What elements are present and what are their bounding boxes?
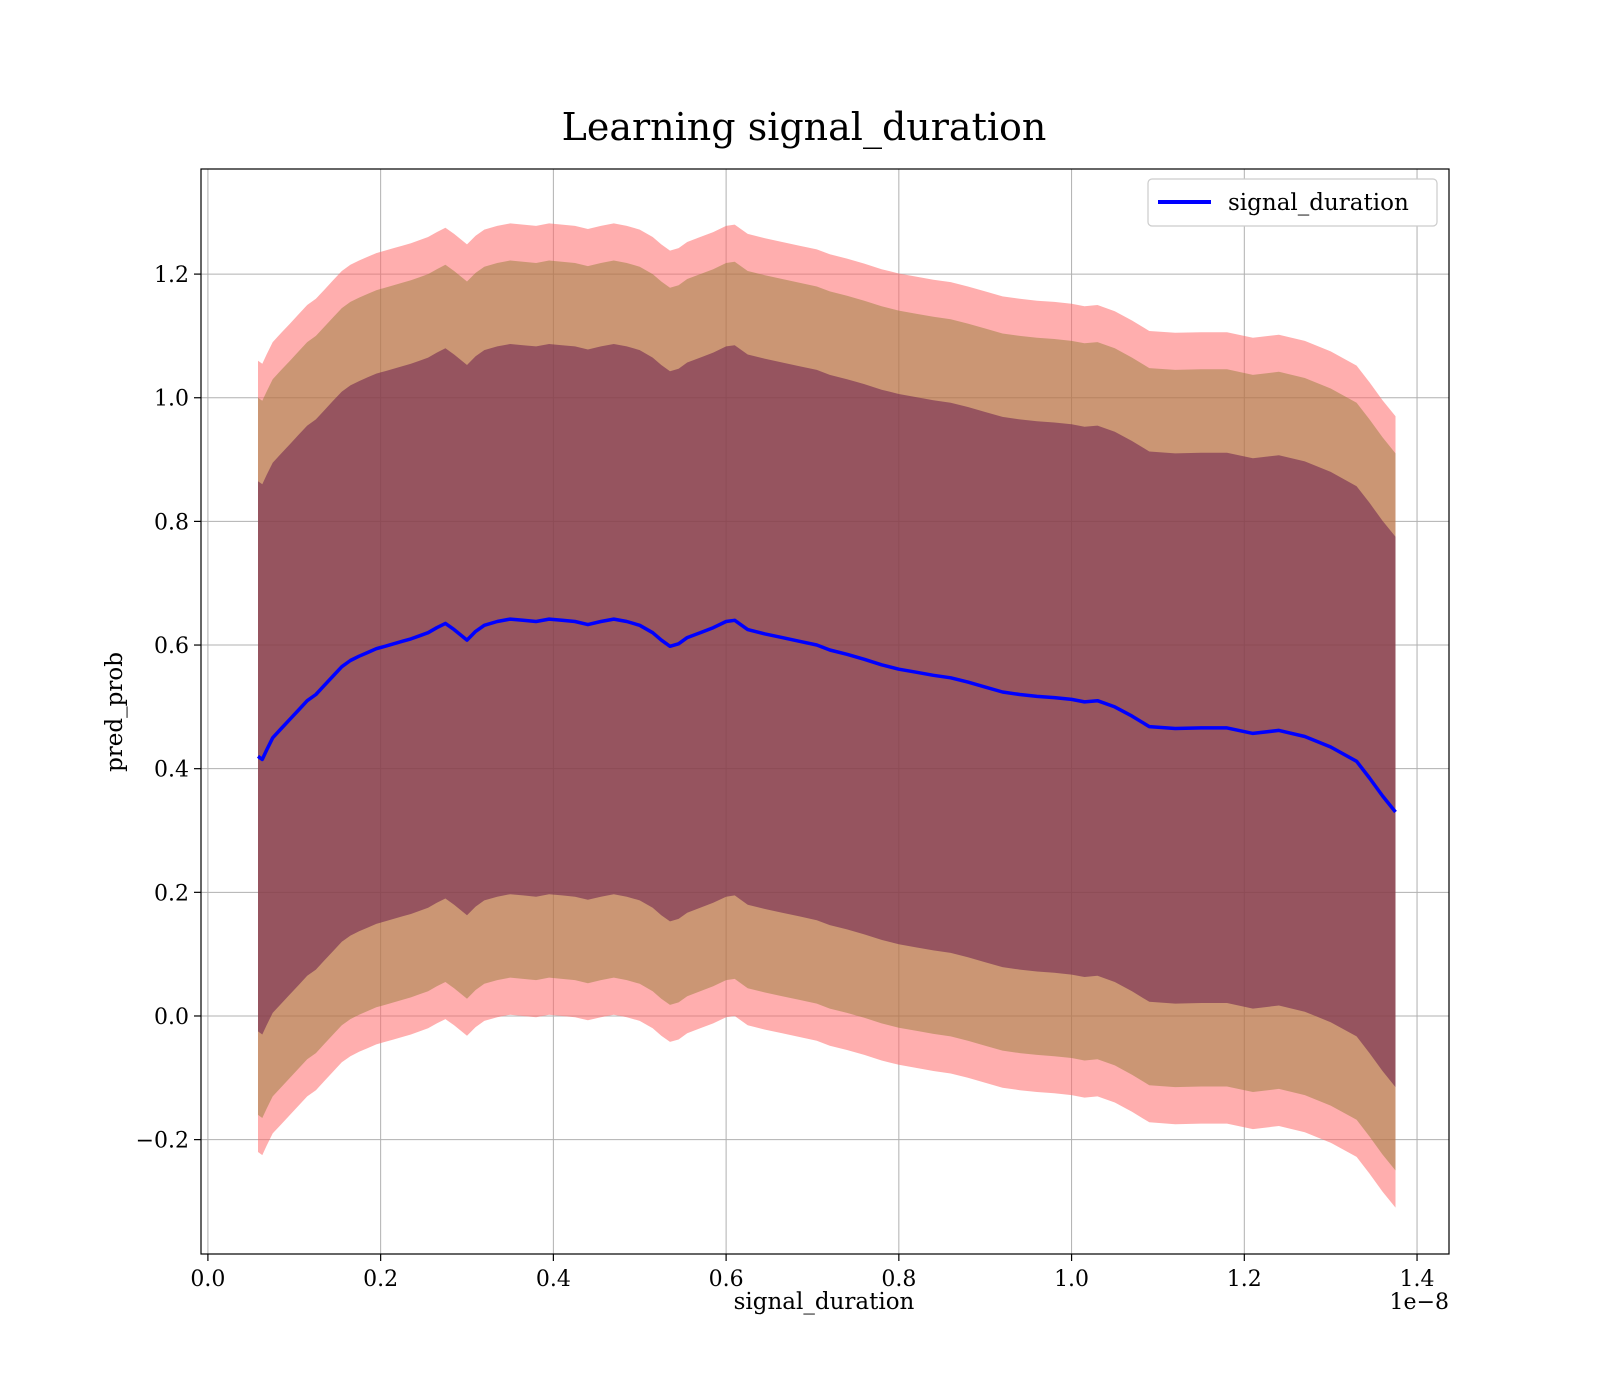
y-tick-label: 0.6 (154, 634, 189, 659)
y-axis: −0.2 0.0 0.2 0.4 0.6 0.8 1.0 1.2 (136, 263, 201, 1154)
series-line-signal-duration (256, 617, 1397, 814)
legend-box (1147, 178, 1438, 227)
confidence-bands (258, 223, 1396, 1208)
plot-frame (200, 168, 1450, 1255)
x-tick-label: 1.2 (1227, 1267, 1262, 1292)
x-axis-offset-label: 1e−8 (1390, 1290, 1449, 1315)
x-tick-label: 0.2 (363, 1267, 398, 1292)
x-axis-label: signal_duration (734, 1289, 915, 1315)
x-tick-label: 0.6 (709, 1267, 744, 1292)
y-tick-label: 0.4 (154, 758, 189, 783)
x-tick-label: 1.0 (1054, 1267, 1089, 1292)
series-lines (256, 617, 1397, 814)
y-tick-label: 0.8 (154, 510, 189, 535)
y-tick-label: 1.2 (154, 263, 189, 288)
x-tick-label: 0.8 (881, 1267, 916, 1292)
y-axis-label: pred_prob (102, 652, 128, 772)
x-tick-label: 1.4 (1400, 1267, 1435, 1292)
x-tick-label: 0.4 (536, 1267, 571, 1292)
legend-label-signal-duration: signal_duration (1228, 190, 1409, 216)
y-tick-label: 1.0 (154, 387, 189, 412)
x-tick-label: 0.0 (190, 1267, 225, 1292)
chart-title: Learning signal_duration (562, 105, 1047, 150)
y-tick-label: 0.2 (154, 881, 189, 906)
confidence-band-inner (258, 344, 1396, 1088)
y-tick-label: −0.2 (136, 1129, 189, 1154)
legend: signal_duration (1147, 178, 1438, 227)
x-axis: 0.0 0.2 0.4 0.6 0.8 1.0 1.2 1.4 (190, 1254, 1435, 1292)
y-tick-label: 0.0 (154, 1005, 189, 1030)
